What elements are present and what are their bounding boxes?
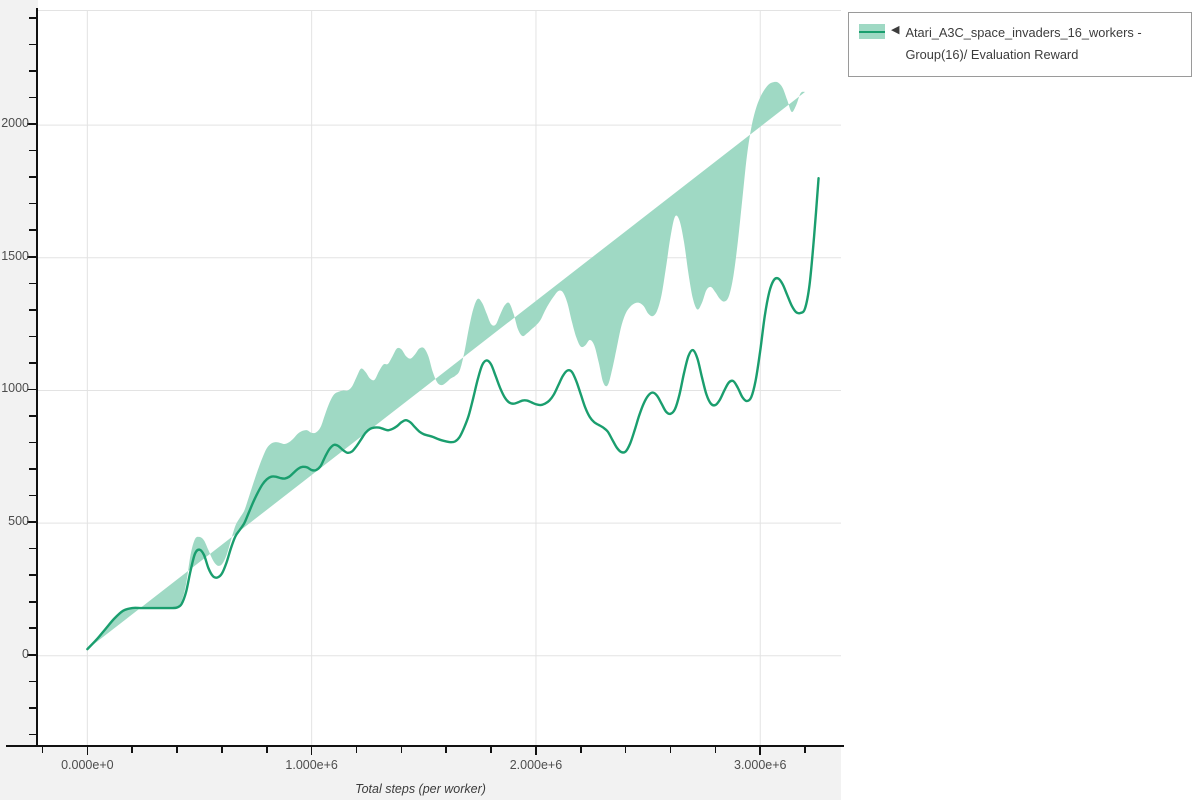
y-tick-label: 1000: [1, 381, 29, 396]
y-tick-major: [27, 388, 36, 391]
y-tick-major: [27, 521, 36, 523]
y-tick-major: [27, 653, 36, 656]
y-tick-minor: [29, 362, 36, 364]
y-tick-minor: [29, 43, 36, 46]
x-tick-minor: [580, 747, 582, 753]
y-tick-label: 500: [8, 514, 29, 529]
x-tick-minor: [131, 747, 133, 753]
y-tick-minor: [29, 149, 36, 152]
x-tick-minor: [445, 747, 448, 753]
x-tick-minor: [221, 747, 223, 753]
plot-area: [38, 10, 841, 746]
y-tick-minor: [29, 574, 36, 576]
legend-label: Atari_A3C_space_invaders_16_workers - Gr…: [905, 25, 1142, 63]
y-tick-label: 0: [22, 646, 29, 661]
x-tick-minor: [624, 747, 627, 753]
legend-swatch: [859, 24, 885, 39]
x-axis-spine: [6, 745, 844, 747]
y-tick-minor: [29, 335, 36, 338]
y-tick-minor: [29, 547, 36, 550]
x-tick-minor: [41, 747, 44, 753]
x-tick-label: 2.000e+6: [509, 758, 563, 772]
y-tick-minor: [29, 468, 36, 470]
x-tick-major: [86, 747, 89, 755]
legend-entry[interactable]: ◀ Atari_A3C_space_invaders_16_workers - …: [859, 22, 1183, 67]
y-tick-minor: [29, 680, 36, 683]
y-tick-minor: [29, 494, 36, 497]
y-tick-minor: [29, 627, 36, 630]
x-tick-minor: [669, 747, 672, 753]
y-tick-minor: [29, 707, 36, 709]
y-tick-major: [27, 255, 36, 258]
y-tick-label: 1500: [1, 248, 29, 263]
x-tick-major: [759, 747, 762, 755]
y-tick-major: [27, 123, 36, 125]
y-tick-minor: [29, 309, 36, 311]
y-tick-minor: [29, 415, 36, 417]
y-tick-minor: [29, 17, 36, 19]
y-tick-minor: [29, 733, 36, 736]
x-tick-minor: [400, 747, 403, 753]
y-tick-minor: [29, 229, 36, 232]
y-axis-spine: [36, 8, 38, 747]
legend-line-swatch: [859, 30, 885, 33]
series-0-mean-line: [86, 176, 820, 651]
x-tick-major: [535, 747, 537, 755]
chart-legend[interactable]: ◀ Atari_A3C_space_invaders_16_workers - …: [848, 12, 1192, 77]
x-tick-minor: [265, 747, 268, 753]
x-tick-label: 0.000e+0: [61, 758, 114, 772]
x-tick-minor: [355, 747, 358, 753]
x-tick-minor: [490, 747, 492, 753]
chart-canvas: [38, 11, 841, 746]
figure-right-fill: [841, 0, 1200, 800]
series-0-confidence-band: [87, 81, 806, 650]
x-tick-label: 1.000e+6: [285, 758, 338, 772]
y-tick-label: 2000: [1, 116, 29, 131]
legend-collapse-marker-icon[interactable]: ◀: [891, 24, 900, 36]
x-tick-minor: [176, 747, 178, 753]
y-tick-minor: [29, 600, 36, 603]
y-tick-minor: [29, 202, 36, 205]
x-tick-minor: [714, 747, 717, 753]
y-tick-minor: [29, 176, 36, 178]
y-tick-minor: [29, 70, 36, 72]
y-tick-minor: [29, 282, 36, 285]
x-axis-title: Total steps (per worker): [355, 782, 486, 796]
x-tick-label: 3.000e+6: [734, 758, 787, 772]
plot-top-fill: [38, 0, 841, 12]
y-tick-minor: [29, 441, 36, 444]
y-tick-minor: [29, 96, 36, 99]
x-tick-minor: [804, 747, 806, 753]
x-tick-major: [310, 747, 313, 755]
